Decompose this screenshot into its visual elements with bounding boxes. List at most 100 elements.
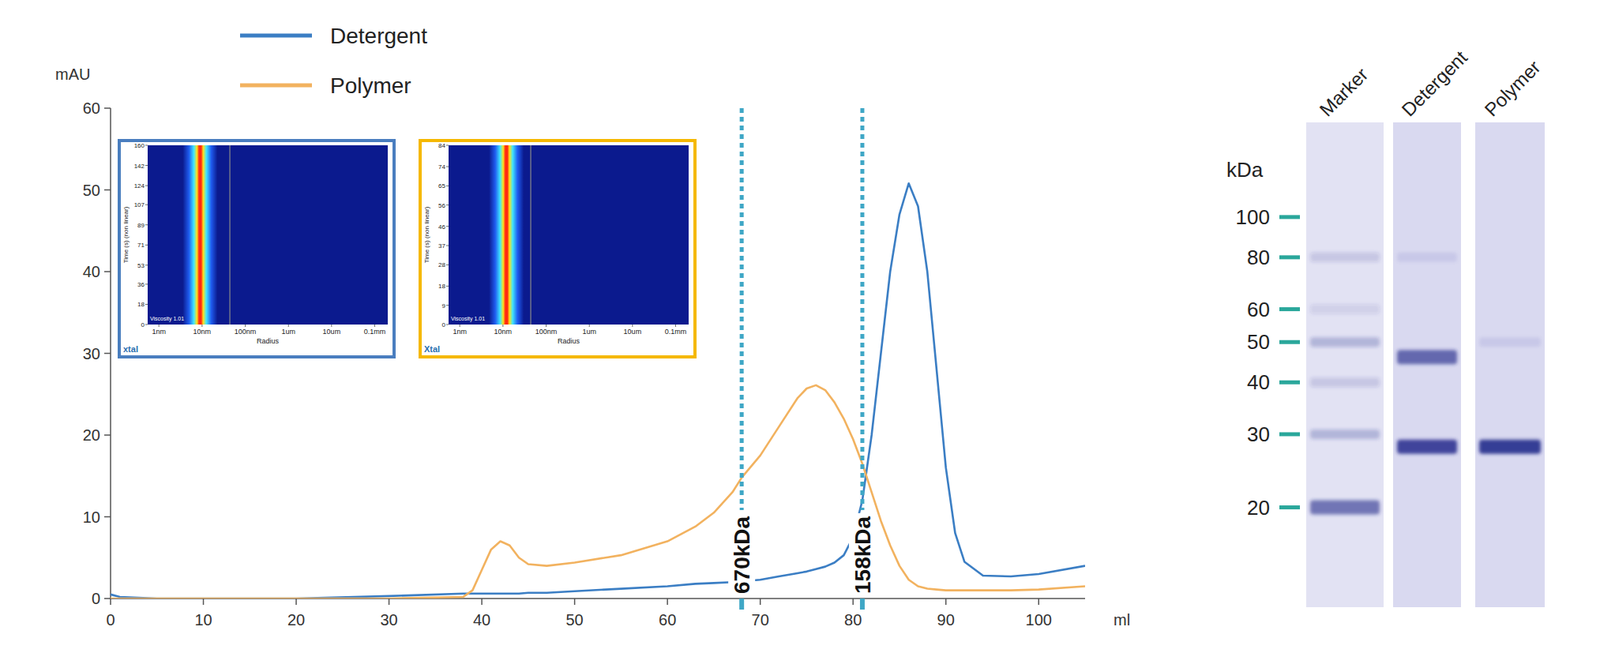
inset-y-tick <box>446 145 449 147</box>
inset-x-tick-label: 10um <box>623 327 643 336</box>
legend-label: Polymer <box>330 73 412 98</box>
gel-band <box>1479 337 1541 347</box>
cutoff-line <box>529 145 531 325</box>
inset-x-tick <box>502 324 504 327</box>
lane-label: Detergent <box>1397 46 1472 121</box>
dls-inset: Viscosity 1.01018365371891071241421601nm… <box>119 140 395 357</box>
inset-y-tick <box>446 204 449 206</box>
annotations: 670kDa158kDa <box>728 108 876 610</box>
inset-y-tick <box>145 165 148 166</box>
y-tick <box>104 434 111 436</box>
label-patch <box>848 513 876 598</box>
x-tick <box>574 598 576 605</box>
inset-y-tick <box>145 283 148 285</box>
marker-label: 20 <box>1246 495 1270 520</box>
inset-x-tick-label: 0.1mm <box>364 327 387 336</box>
x-tick-label: 60 <box>658 611 677 629</box>
x-tick-label: 0 <box>105 611 115 629</box>
figure: 01020304050600102030405060708090100mlmAU… <box>0 0 1600 668</box>
marker-tick <box>1279 505 1300 510</box>
inset-y-tick-label: 107 <box>134 201 146 209</box>
x-axis-title: ml <box>1113 611 1131 629</box>
legend-label: Detergent <box>330 23 428 49</box>
inset-x-tick-label: 10nm <box>193 327 212 336</box>
inset-y-tick <box>145 264 148 266</box>
inset-x-tick <box>288 324 290 327</box>
gel-band <box>1310 377 1380 387</box>
inset-y-tick-label: 89 <box>137 221 145 230</box>
legend-swatch <box>240 83 312 88</box>
inset-x-tick-label: 10um <box>323 327 342 336</box>
heatmap-group <box>182 145 230 325</box>
gel-band <box>1397 252 1458 263</box>
cutoff-line <box>229 145 230 325</box>
legend-swatch <box>240 33 312 38</box>
inset-y-tick <box>145 244 148 246</box>
viscosity-note: Viscosity 1.01 <box>150 315 185 323</box>
inset-x-tick <box>589 324 590 327</box>
inset-x-tick-label: 10nm <box>494 327 513 336</box>
inset-y-tick <box>446 304 449 306</box>
inset-y-tick-label: 84 <box>438 142 446 150</box>
inset-frame <box>420 140 695 357</box>
inset-x-tick-label: 1nm <box>151 327 166 336</box>
inset-x-title: Radius <box>256 337 280 346</box>
inset-x-tick <box>330 324 332 327</box>
inset-y-tick <box>446 285 449 287</box>
inset-x-tick <box>158 324 160 327</box>
y-tick-label: 60 <box>82 99 101 117</box>
y-tick-label: 0 <box>91 589 101 608</box>
annotation-axis-mark <box>739 598 744 610</box>
annotation-axis-mark <box>860 598 865 610</box>
inset-y-tick-label: 53 <box>137 262 145 270</box>
inset-y-tick-label: 18 <box>438 282 446 290</box>
x-tick <box>480 598 483 605</box>
inset-x-tick-label: 100nm <box>234 327 257 336</box>
inset-y-tick-label: 124 <box>134 182 146 190</box>
inset-y-tick <box>446 324 449 326</box>
marker-label: 60 <box>1246 297 1270 322</box>
inset-y-tick <box>145 185 148 187</box>
inset-x-tick <box>545 324 547 327</box>
marker-label: 40 <box>1246 370 1270 395</box>
gel-lane <box>1393 122 1462 608</box>
inset-y-title: Time (s) (non linear) <box>423 206 431 263</box>
y-tick-label: 10 <box>82 508 101 526</box>
inset-y-tick-label: 142 <box>134 162 146 170</box>
inset-y-tick <box>446 185 449 187</box>
y-tick-label: 20 <box>82 426 101 444</box>
x-tick <box>852 598 854 605</box>
y-tick <box>104 353 111 355</box>
gel-band <box>1310 337 1380 347</box>
inset-y-tick-label: 71 <box>137 241 145 249</box>
gel-band <box>1310 304 1380 315</box>
y-tick <box>104 516 111 519</box>
inset-x-tick <box>675 324 677 327</box>
marker-tick <box>1279 255 1300 260</box>
x-tick-label: 50 <box>565 611 583 629</box>
y-tick <box>104 597 111 600</box>
inset-x-tick-label: 1um <box>582 327 597 336</box>
inset-y-tick-label: 56 <box>438 202 446 210</box>
x-tick <box>1037 598 1040 605</box>
gel-lane <box>1475 122 1545 608</box>
x-tick-label: 40 <box>473 611 491 629</box>
inset-x-tick <box>374 324 376 327</box>
gel: MarkerDetergentPolymerkDa100806050403020 <box>1226 46 1545 608</box>
inset-y-title: Time (s) (non linear) <box>122 206 130 263</box>
inset-y-tick <box>145 324 148 326</box>
y-tick <box>104 189 111 192</box>
viscosity-note: Viscosity 1.01 <box>450 315 485 323</box>
inset-x-tick <box>631 324 633 327</box>
annotation-dashed-line <box>860 108 864 511</box>
marker-label: 100 <box>1235 205 1270 230</box>
inset-frame <box>119 140 395 357</box>
x-tick-label: 10 <box>194 611 212 629</box>
axes: 01020304050600102030405060708090100mlmAU <box>55 65 1131 629</box>
inset-y-tick-label: 160 <box>134 142 146 150</box>
marker-tick <box>1279 340 1300 345</box>
gel-band <box>1397 349 1458 365</box>
annotation-dashed-line <box>739 108 744 511</box>
marker-tick <box>1279 214 1300 219</box>
marker-tick <box>1279 307 1300 312</box>
